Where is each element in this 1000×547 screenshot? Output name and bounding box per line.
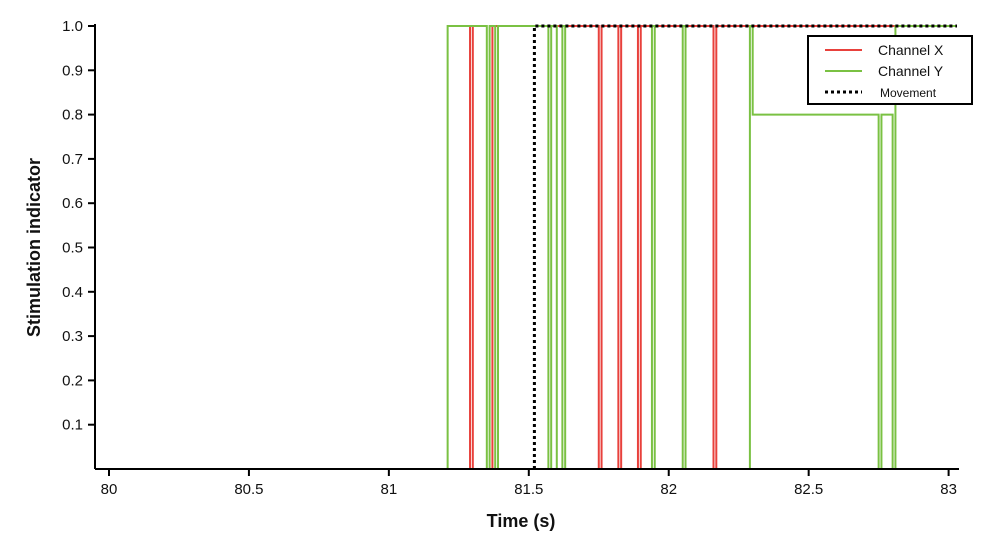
series-line-channel-x (95, 25, 957, 470)
y-tick-label: 0.1 (62, 417, 83, 434)
y-axis-title: Stimulation indicator (24, 158, 44, 337)
legend-label-channel-x: Channel X (878, 42, 944, 58)
legend-label-movement: Movement (880, 86, 937, 100)
y-tick-label: 0.3 (62, 328, 83, 345)
legend-label-channel-y: Channel Y (878, 63, 944, 79)
y-tick-label: 0.9 (62, 62, 83, 79)
legend: Channel X Channel Y Movement (807, 35, 973, 105)
y-tick-label: 0.5 (62, 240, 83, 257)
y-tick-label: 0.8 (62, 107, 83, 124)
x-tick-label: 81 (381, 481, 398, 498)
x-tick-label: 81.5 (514, 481, 543, 498)
legend-items: Channel X Channel Y Movement (825, 42, 944, 100)
x-tick-label: 83 (940, 481, 957, 498)
x-tick-label: 82.5 (794, 481, 823, 498)
x-axis-title: Time (s) (487, 511, 556, 531)
x-tick-label: 80.5 (234, 481, 263, 498)
y-tick-label: 0.7 (62, 151, 83, 168)
y-tick-label: 0.6 (62, 195, 83, 212)
y-tick-label: 0.4 (62, 284, 83, 301)
y-tick-label: 1.0 (62, 18, 83, 35)
x-tick-label: 80 (101, 481, 118, 498)
y-tick-label: 0.2 (62, 372, 83, 389)
x-tick-label: 82 (660, 481, 677, 498)
y-ticks: 0.1 0.2 0.3 0.4 0.5 0.6 0.7 0.8 0.9 1.0 (62, 18, 95, 434)
x-ticks: 80 80.5 81 81.5 82 82.5 83 (101, 469, 957, 498)
